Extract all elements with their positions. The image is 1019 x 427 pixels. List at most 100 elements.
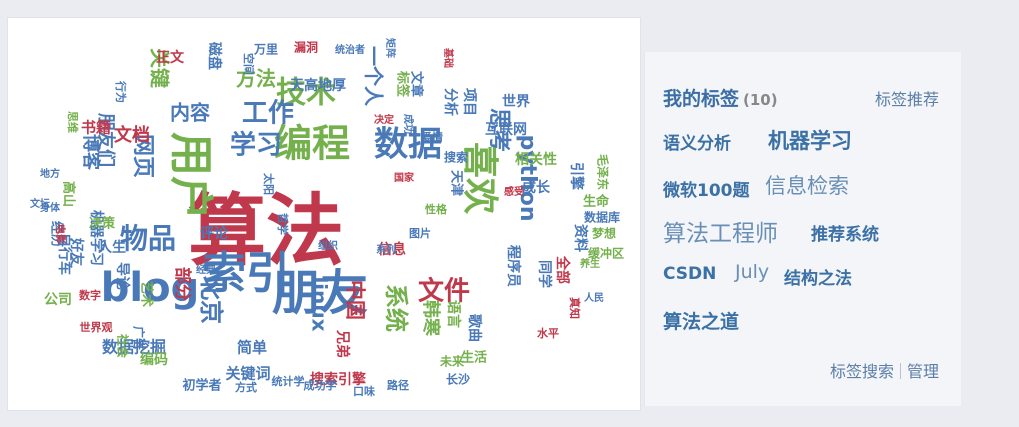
cloud-word: 关键 xyxy=(148,48,172,88)
cloud-word: 养生 xyxy=(579,257,600,270)
cloud-word: 人民 xyxy=(584,291,604,304)
cloud-word: 导论 xyxy=(114,262,131,291)
cloud-word: 生活 xyxy=(461,350,487,366)
cloud-word: 成功 xyxy=(402,114,415,134)
cloud-word: 系列 xyxy=(376,243,396,256)
cloud-word: 磁盘 xyxy=(206,42,223,70)
cloud-word: 空间 xyxy=(242,53,256,75)
cloud-word: 同学 xyxy=(536,260,553,288)
cloud-word: 电影 xyxy=(54,224,67,244)
tag-recommendation-system[interactable]: 推荐系统 xyxy=(811,225,879,245)
cloud-word: 思维 xyxy=(66,111,80,133)
cloud-word: 资料 xyxy=(572,224,589,252)
cloud-word: 感受 xyxy=(504,185,524,198)
tag-recommend-link[interactable]: 标签推荐 xyxy=(874,90,939,109)
cloud-word: 内容 xyxy=(170,101,210,125)
cloud-word: 自行车 xyxy=(56,233,73,275)
cloud-word: 系统 xyxy=(382,284,410,332)
cloud-word: 工作 xyxy=(242,99,294,129)
cloud-word: 人生 xyxy=(98,239,126,256)
my-tags-count: (10) xyxy=(743,91,778,109)
cloud-word: 文件 xyxy=(418,276,470,307)
cloud-word: 数字 xyxy=(79,288,101,302)
cloud-word: 算法 xyxy=(188,186,344,276)
cloud-word: 北京 xyxy=(197,276,225,324)
cloud-word: 毛泽东 xyxy=(596,154,611,190)
cloud-word: 标签 xyxy=(395,70,411,98)
tag-algorithm-engineer[interactable]: 算法工程师 xyxy=(663,221,778,247)
cloud-word: 搜索 xyxy=(444,150,468,165)
cloud-word: 互联网 xyxy=(485,122,527,138)
cloud-word: 编码 xyxy=(140,351,168,368)
cloud-word: 梦想 xyxy=(592,226,616,241)
cloud-word: 爱情 xyxy=(421,130,443,144)
cloud-word: 广告 xyxy=(132,326,147,350)
cloud-word: 太阳 xyxy=(262,172,276,195)
cloud-word: 兄弟 xyxy=(334,329,351,358)
cloud-word: 世界观 xyxy=(80,320,113,334)
cloud-word: 统治者 xyxy=(335,43,365,56)
cloud-word: 信息 xyxy=(378,241,406,258)
cloud-word: 哲学 xyxy=(276,213,290,235)
tag-information-retrieval[interactable]: 信息检索 xyxy=(765,174,849,198)
cloud-word: 地方 xyxy=(40,167,60,180)
cloud-word: 分析 xyxy=(442,88,459,116)
cloud-word: 网页 xyxy=(130,134,155,178)
cloud-word: 好友 xyxy=(68,237,85,266)
tag-machine-learning[interactable]: 机器学习 xyxy=(768,129,852,153)
cloud-word: 全部 xyxy=(554,255,571,284)
cloud-word: 学习 xyxy=(230,130,282,161)
tag-search-link[interactable]: 标签搜索 xyxy=(829,362,894,381)
my-tags-title[interactable]: 我的标签 (10) xyxy=(663,84,778,111)
cloud-word: 程序员 xyxy=(505,245,522,287)
cloud-word: 公司 xyxy=(44,292,72,308)
tag-manage-link[interactable]: 管理 xyxy=(906,362,939,381)
footer-divider xyxy=(899,363,901,379)
cloud-word: blog xyxy=(101,265,199,311)
tag-semantic-analysis[interactable]: 语义分析 xyxy=(663,134,731,154)
cloud-word: linux xyxy=(308,276,332,331)
cloud-word: 天高地厚 xyxy=(290,77,346,94)
cloud-word: 身体 xyxy=(40,201,61,214)
cloud-word: 万里 xyxy=(253,42,278,57)
cloud-word: 行为 xyxy=(114,80,128,103)
cloud-word: python xyxy=(515,134,540,221)
cloud-word: 初学者 xyxy=(182,378,221,394)
cloud-word: 编程 xyxy=(274,122,350,166)
cloud-word: 部分 xyxy=(172,267,193,301)
word-cloud-image: 算法 朋友 用户 编程 blog 数据 索引 喜欢 技术 工作 学习 物品 网页 北京 文件 python li… xyxy=(8,18,640,410)
cloud-word: 评论 xyxy=(200,225,229,242)
cloud-word: 生命 xyxy=(583,194,610,210)
cloud-word: 技术 xyxy=(276,76,336,111)
tag-structure-method[interactable]: 结构之法 xyxy=(784,269,852,289)
tag-panel: 我的标签 (10) 标签推荐 语义分析 机器学习 微软100题 信息检索 算法工程… xyxy=(644,52,961,406)
cloud-word: 决策 xyxy=(89,216,116,232)
cloud-word: 水平 xyxy=(537,326,559,340)
cloud-word: 文坛 xyxy=(30,197,50,210)
cloud-word: 歌曲 xyxy=(466,314,483,342)
cloud-word: 机器学习 xyxy=(88,210,105,266)
cloud-word: 路径 xyxy=(387,378,409,392)
tag-panel-footer: 标签搜索 管理 xyxy=(830,358,939,382)
tag-algorithm-way[interactable]: 算法之道 xyxy=(663,311,740,333)
tag-panel-header: 我的标签 (10) 标签推荐 xyxy=(663,80,939,112)
cloud-word: 真知 xyxy=(568,297,582,319)
tag-microsoft-100[interactable]: 微软100题 xyxy=(663,181,750,201)
cloud-word: 决定 xyxy=(374,113,394,126)
tag-csdn[interactable]: CSDN xyxy=(663,264,717,284)
cloud-word: 成长 xyxy=(522,179,551,196)
tag-july[interactable]: July xyxy=(735,261,770,283)
cloud-word: 文档 xyxy=(114,124,150,146)
cloud-word: 简单 xyxy=(237,339,267,357)
cloud-word: 物品 xyxy=(120,222,176,255)
cloud-word: 矩阵 xyxy=(384,38,397,58)
cloud-word: 韩寒 xyxy=(420,300,442,337)
cloud-word: 搜索引擎 xyxy=(310,371,366,388)
cloud-word: 图片 xyxy=(409,226,431,240)
cloud-word: 引擎 xyxy=(568,162,585,190)
cloud-word: 组织 xyxy=(318,239,338,252)
cloud-word: 口味 xyxy=(353,384,375,398)
cloud-word: 朋友 xyxy=(272,265,368,321)
cloud-word: 世界 xyxy=(502,93,531,110)
